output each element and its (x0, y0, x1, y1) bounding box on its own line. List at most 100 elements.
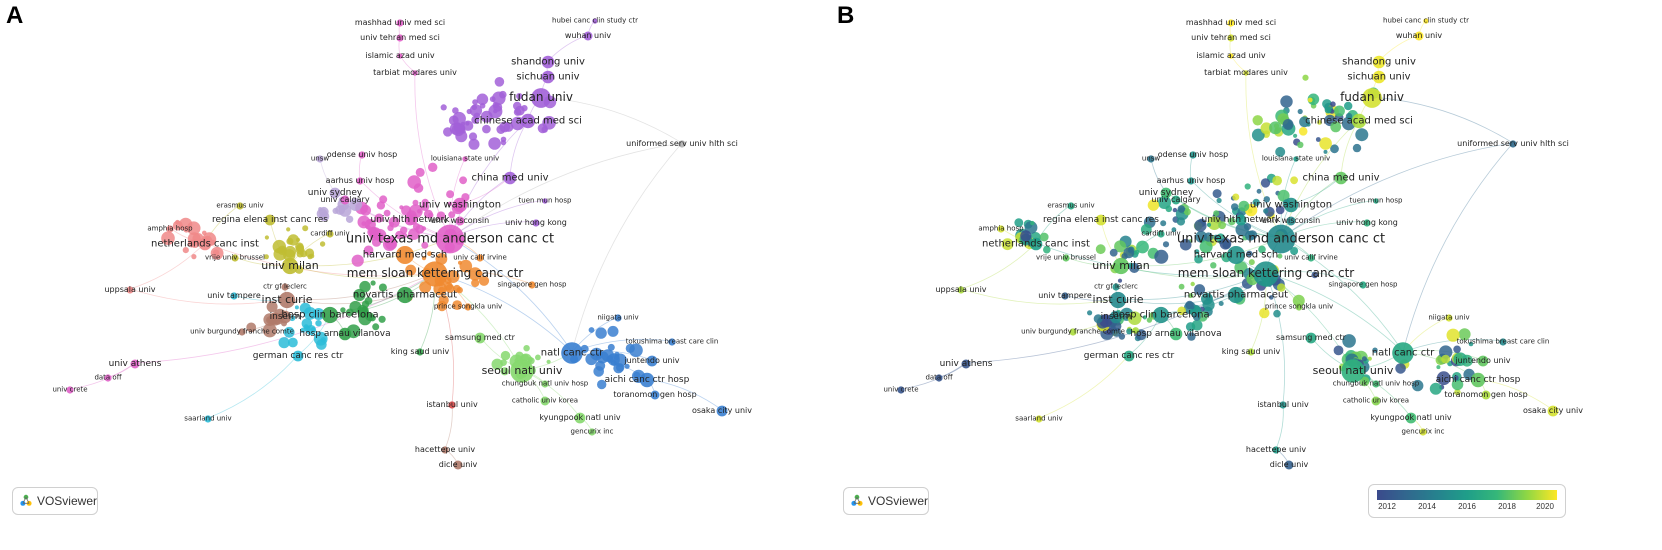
node-tokushima (1499, 338, 1507, 346)
network-bubble (300, 327, 306, 333)
node-label-barcelona: hosp clin barcelona (281, 310, 378, 321)
node-label-harvard: harvard med sch (1194, 250, 1279, 261)
network-link (444, 403, 453, 450)
node-catholic (1371, 396, 1381, 406)
network-link (1275, 403, 1284, 450)
node-calgary (1171, 195, 1181, 205)
node-erasmus (236, 202, 244, 210)
node-crete (897, 386, 905, 394)
node-label-athens: univ athens (109, 359, 162, 369)
node-label-washington: univ washington (1250, 200, 1332, 211)
node-chinamed (1334, 171, 1348, 185)
node-regina (1095, 214, 1107, 226)
node-aarhus (356, 177, 364, 185)
network-bubble (373, 228, 387, 242)
network-bubble (1187, 332, 1196, 341)
network-link (204, 242, 436, 277)
node-tampere (1061, 292, 1069, 300)
node-label-aarhus: aarhus univ hosp (326, 176, 395, 185)
network-bubble (1190, 305, 1195, 310)
network-bubble (1269, 295, 1274, 300)
network-map-a[interactable]: mashhad univ med sci univ tehran med sci i… (0, 0, 831, 550)
node-wisconsin (1286, 216, 1296, 226)
node-label-vrije: vrije univ brussel (205, 253, 265, 261)
network-bubble (1216, 197, 1222, 204)
network-bubble (1228, 217, 1236, 226)
network-bubble (345, 215, 354, 223)
node-label-calgary: univ calgary (320, 195, 369, 204)
network-bubble (359, 280, 371, 293)
network-bubble (500, 359, 507, 366)
network-bubble (1352, 143, 1362, 153)
node-osaka (716, 405, 728, 417)
node-mashhad (1227, 19, 1235, 27)
node-label-chungbuk: chungbuk natl univ hosp (502, 379, 589, 387)
node-label-saarland: saarland univ (184, 414, 231, 422)
network-bubble (541, 126, 548, 133)
node-label-singapore: singapore gen hosp (498, 280, 568, 288)
network-bubble (407, 175, 422, 189)
network-bubble (1165, 205, 1173, 213)
network-bubble (476, 93, 489, 106)
node-label-chinese: chinese acad med sci (1305, 116, 1413, 127)
node-calgary (340, 195, 350, 205)
node-label-mdanderson: univ texas md anderson canc ct (346, 232, 554, 247)
network-bubble (1246, 250, 1253, 257)
node-label-dicle: dicle univ (1270, 460, 1309, 469)
network-bubble (182, 247, 189, 254)
node-label-tuenmun: tuen mun hosp (519, 196, 572, 204)
node-niigata (1445, 314, 1453, 322)
network-bubble (376, 201, 386, 210)
network-bubble (387, 224, 394, 232)
node-label-athens: univ athens (940, 359, 993, 369)
node-label-hlth: univ hlth network (1202, 215, 1282, 225)
node-label-barcelona: hosp clin barcelona (1112, 310, 1209, 321)
node-label-hlth: univ hlth network (371, 215, 451, 225)
network-bubble (1213, 210, 1220, 217)
node-label-osaka: osaka city univ (692, 406, 752, 415)
network-bubble (472, 99, 478, 105)
network-link (1402, 142, 1514, 353)
node-label-fudan: fudan univ (509, 90, 573, 104)
node-label-unsw: unsw (311, 154, 330, 162)
node-dataoff (104, 374, 112, 382)
node-label-crf: ctr gf leclerc (263, 282, 307, 290)
network-bubble (1367, 356, 1372, 361)
network-link (960, 242, 1037, 290)
node-hongkong (532, 219, 540, 227)
network-bubble (1252, 115, 1263, 126)
network-bubble (1252, 198, 1260, 207)
network-bubble (1114, 240, 1127, 253)
node-chungbuk (1372, 380, 1380, 388)
network-bubble (454, 123, 465, 134)
node-label-mashhad: mashhad univ med sci (355, 18, 445, 27)
network-bubble (1263, 196, 1270, 203)
network-bubble (1199, 240, 1213, 254)
node-unsw (1147, 155, 1155, 163)
node-label-toranomon: toranomon gen hosp (613, 390, 696, 399)
network-link (207, 354, 299, 419)
network-bubble (456, 287, 461, 292)
node-label-seoul: seoul natl univ (482, 364, 563, 377)
node-label-sydney: univ sydney (308, 188, 363, 198)
network-bubble (1453, 352, 1467, 367)
node-unsw (316, 155, 324, 163)
network-bubble (514, 105, 525, 116)
network-bubble (1244, 183, 1251, 190)
network-bubble (1194, 284, 1206, 296)
network-bubble (427, 251, 432, 257)
node-label-uppsala: uppsala univ (104, 285, 155, 294)
network-map-b[interactable]: mashhad univ med sci univ tehran med sci i… (831, 0, 1662, 550)
network-link (1265, 272, 1286, 405)
node-tarbiat (412, 70, 418, 76)
network-bubble (1446, 328, 1460, 342)
network-bubble (1231, 203, 1239, 211)
network-bubble (428, 162, 438, 172)
network-bubble (597, 379, 607, 390)
panel-letter-b: B (837, 2, 855, 29)
network-bubble (1372, 347, 1378, 353)
network-bubble (357, 304, 368, 315)
network-bubble (478, 275, 490, 286)
node-label-hacettepe: hacettepe univ (415, 445, 475, 454)
network-bubble (263, 254, 269, 260)
